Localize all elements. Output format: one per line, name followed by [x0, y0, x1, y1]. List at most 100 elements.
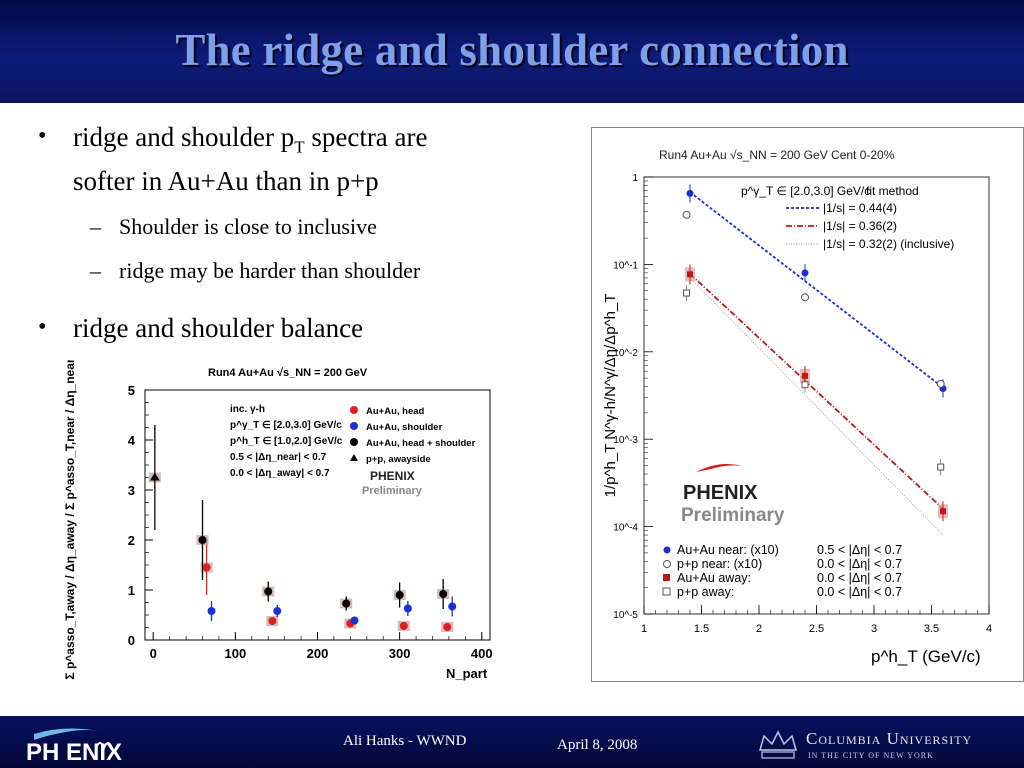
y-tick-label: 0	[128, 633, 135, 648]
data-point	[683, 289, 691, 297]
legend-label: Au+Au away:	[677, 571, 751, 585]
phenix-logo: PH ENIX	[26, 728, 122, 766]
x-axis-label: N_part	[446, 666, 488, 681]
legend-marker	[350, 406, 358, 414]
fit-line	[689, 273, 944, 510]
preliminary-watermark: Preliminary	[681, 505, 785, 526]
legend-label: Au+Au, head + shoulder	[366, 438, 476, 449]
pt-spectra-chart: Run4 Au+Au √s_NN = 200 GeV Cent 0-20% 1 1.…	[591, 127, 1024, 682]
data-point	[801, 293, 809, 302]
data-point	[937, 463, 945, 471]
x-tick-label: 400	[471, 646, 493, 661]
x-axis-label: p^h_T (GeV/c)	[871, 647, 981, 666]
chart-annotation: fit method	[866, 184, 919, 198]
chart-annotation: 0.5 < |Δη_near| < 0.7	[230, 452, 327, 463]
data-point	[801, 269, 809, 277]
columbia-name: Columbia University	[806, 729, 972, 748]
data-point	[273, 607, 282, 615]
chart-annotation: 0.0 < |Δη_away| < 0.7	[230, 468, 330, 479]
fit-line	[689, 191, 944, 389]
x-tick-label: 200	[307, 646, 329, 661]
y-tick-label: 10^-1	[613, 260, 638, 271]
data-point	[202, 563, 211, 572]
y-tick-label: 2	[128, 533, 135, 548]
x-tick-label: 2.5	[809, 623, 824, 635]
legend-label: p+p, awayside	[366, 454, 431, 465]
fit-line	[689, 277, 944, 536]
data-point	[268, 617, 277, 625]
y-axis-label: 1/p^h_T N^γ-h/N^γ/Δη/Δp^h_T	[602, 294, 619, 498]
legend-label: Au+Au, head	[366, 406, 425, 417]
y-tick-label: 5	[128, 383, 135, 398]
fit-legend-label: |1/s| = 0.36(2)	[823, 219, 897, 233]
phenix-logo-text: PH ENIX	[26, 739, 122, 766]
chart-annotation: inc. γ-h	[230, 404, 265, 415]
chart-frame	[591, 127, 1024, 682]
data-point	[403, 604, 412, 613]
data-point	[395, 591, 404, 599]
y-tick-label: 1	[128, 583, 135, 598]
data-point	[342, 599, 351, 608]
phenix-watermark: PHENIX	[370, 469, 415, 483]
x-tick-label: 300	[389, 646, 411, 661]
data-point	[399, 622, 408, 630]
footer-author: Ali Hanks - WWND	[343, 733, 467, 749]
legend-marker	[350, 422, 358, 430]
sub-bullet-marker: –	[90, 214, 101, 239]
phoenix-emblem-icon	[696, 463, 746, 472]
y-tick-label: 10^-4	[613, 523, 638, 534]
bullet-marker: •	[38, 123, 47, 149]
sub-bullet-marker: –	[90, 258, 101, 283]
data-point	[936, 379, 945, 388]
chart-annotation: p^γ_T ∈ [2.0,3.0] GeV/c	[230, 420, 342, 431]
bullet-2: ridge and shoulder balance	[73, 313, 364, 343]
fit-legend-label: |1/s| = 0.44(4)	[823, 201, 897, 215]
data-point	[686, 189, 694, 197]
chart-title: Run4 Au+Au √s_NN = 200 GeV Cent 0-20%	[659, 148, 895, 162]
legend-cut: 0.5 < |Δη| < 0.7	[817, 543, 902, 557]
logo-swoosh	[34, 728, 104, 740]
legend-cut: 0.0 < |Δη| < 0.7	[817, 585, 902, 599]
legend-label: Au+Au, shoulder	[366, 422, 443, 433]
bullet-1-line-1: ridge and shoulder pT spectra are	[73, 122, 428, 157]
slide-title: The ridge and shoulder connection	[175, 25, 849, 75]
data-point	[439, 590, 448, 598]
legend-marker	[350, 454, 358, 461]
preliminary-watermark: Preliminary	[362, 485, 423, 497]
bullet-1-line-2: softer in Au+Au than in p+p	[73, 166, 379, 196]
chart-annotation: p^h_T ∈ [1.0,2.0] GeV/c	[230, 436, 343, 447]
legend-cut: 0.0 < |Δη| < 0.7	[817, 571, 902, 585]
x-tick-label: 3.5	[924, 623, 939, 635]
x-tick-label: 2	[756, 623, 762, 635]
sub-bullet-2: ridge may be harder than shoulder	[119, 258, 421, 283]
data-point	[802, 372, 808, 379]
data-point	[443, 623, 452, 631]
columbia-subline: IN THE CITY OF NEW YORK	[808, 751, 934, 760]
legend-marker	[662, 587, 671, 596]
x-tick-label: 100	[225, 646, 247, 661]
x-tick-label: 0	[150, 646, 157, 661]
y-axis-label: Σ p^asso_T,away / Δη_away / Σ p^asso_T,n…	[63, 360, 77, 680]
legend-marker	[663, 546, 671, 554]
phenix-watermark: PHENIX	[683, 482, 758, 504]
legend-marker	[350, 438, 358, 446]
x-tick-label: 4	[986, 623, 992, 635]
chart-title: Run4 Au+Au √s_NN = 200 GeV	[208, 367, 368, 379]
data-point	[682, 210, 691, 219]
data-point	[940, 508, 946, 515]
title-bar	[0, 0, 1024, 103]
legend-label: Au+Au near: (x10)	[677, 543, 779, 557]
footer-bar	[0, 716, 1024, 768]
legend-marker	[663, 574, 670, 581]
data-point	[207, 607, 216, 615]
y-tick-label: 10^-2	[613, 348, 638, 359]
x-tick-label: 3	[871, 623, 877, 635]
legend-marker	[663, 560, 671, 568]
y-tick-label: 10^-5	[613, 610, 638, 621]
data-point	[198, 536, 207, 544]
y-tick-label: 4	[128, 433, 136, 448]
data-point	[149, 472, 160, 481]
bullet-marker: •	[38, 314, 47, 340]
sub-bullet-1: Shoulder is close to inclusive	[119, 214, 377, 239]
footer-date: April 8, 2008	[557, 737, 638, 753]
